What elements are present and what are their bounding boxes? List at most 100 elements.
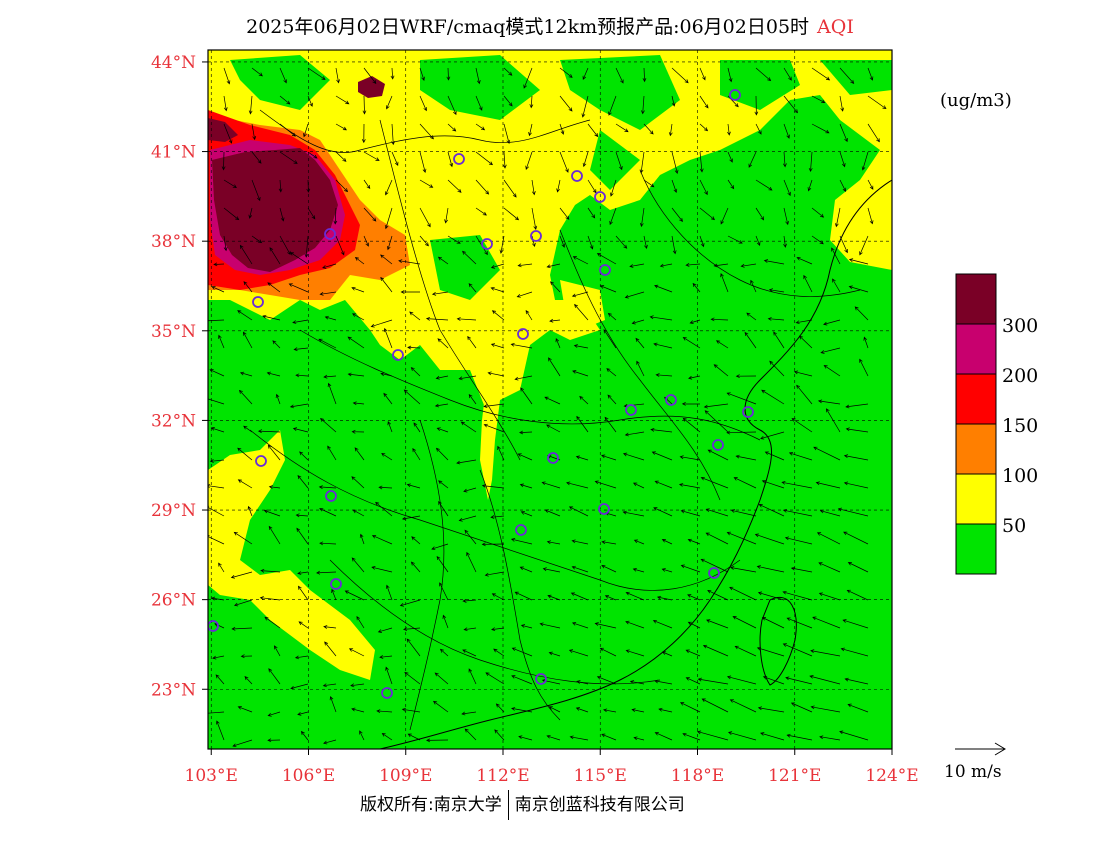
wind-arrow — [839, 235, 848, 254]
wind-arrow — [643, 123, 654, 135]
wind-arrow — [840, 647, 869, 657]
wind-arrow — [818, 562, 841, 573]
wind-arrow — [671, 207, 683, 223]
wind-arrow — [755, 123, 762, 135]
wind-arrow — [386, 235, 393, 251]
wind-arrow — [555, 337, 561, 349]
wind-arrow — [363, 179, 371, 190]
wind-arrow — [546, 540, 561, 545]
wind-arrow — [462, 649, 477, 657]
wind-arrow — [221, 151, 226, 171]
wind-arrow — [307, 95, 313, 107]
wind-arrow — [208, 505, 225, 517]
wind-arrow — [410, 367, 421, 377]
wind-arrow — [436, 427, 449, 433]
wind-arrow — [782, 643, 813, 657]
wind-arrow — [653, 342, 673, 349]
wind-arrow — [658, 707, 673, 713]
wind-arrow — [575, 455, 589, 461]
wind-arrow — [687, 621, 701, 629]
wind-arrow — [845, 403, 869, 409]
wind-arrow — [754, 533, 785, 545]
wind-arrow — [651, 451, 673, 461]
wind-arrow — [248, 207, 253, 219]
wind-arrow — [210, 427, 225, 433]
wind-arrow — [793, 370, 813, 377]
wind-arrow — [601, 454, 617, 461]
wind-arrow — [319, 541, 337, 546]
wind-arrow — [437, 256, 449, 265]
wind-arrow — [230, 571, 253, 579]
wind-arrow — [582, 67, 589, 81]
wind-arrow — [681, 401, 701, 406]
lon-label: 103°E — [185, 766, 238, 786]
wind-arrow — [720, 207, 729, 225]
wind-arrow — [279, 95, 291, 105]
wind-arrow — [636, 360, 645, 377]
wind-arrow — [279, 151, 298, 164]
wind-arrow — [531, 207, 538, 230]
wind-arrow — [707, 589, 729, 601]
wind-arrow — [571, 565, 589, 573]
station-marker — [252, 296, 264, 308]
wind-arrow — [629, 680, 645, 685]
wind-arrow — [503, 95, 513, 107]
wind-arrow — [378, 485, 393, 490]
lon-label: 121°E — [768, 766, 821, 786]
wind-arrow — [237, 310, 253, 321]
wind-arrow — [520, 387, 533, 405]
wind-arrow — [298, 621, 309, 629]
wind-arrow — [356, 616, 365, 629]
wind-arrow — [260, 568, 281, 573]
wind-arrow — [631, 319, 645, 325]
wind-arrow — [468, 393, 477, 405]
wind-arrow — [456, 459, 477, 465]
wind-arrow — [643, 235, 648, 250]
wind-arrow — [811, 123, 830, 134]
wind-arrow — [239, 371, 253, 377]
station-marker — [255, 455, 267, 467]
wind-arrow — [275, 393, 281, 405]
wind-arrow — [262, 314, 281, 321]
moderate-regions — [208, 50, 892, 680]
wind-arrow — [615, 67, 624, 84]
wind-arrow — [212, 655, 225, 660]
wind-arrow — [467, 335, 477, 349]
wind-arrow — [680, 564, 701, 573]
wind-arrow — [292, 427, 309, 433]
wind-arrow — [633, 736, 645, 741]
wind-arrow — [808, 151, 813, 173]
wind-arrow — [625, 591, 645, 601]
wind-arrow — [603, 329, 617, 349]
wind-arrow — [713, 263, 729, 268]
wind-arrow — [319, 507, 337, 517]
wind-arrow — [371, 566, 393, 573]
wind-arrow — [320, 417, 337, 433]
wind-arrow — [435, 447, 449, 461]
wind-arrow — [307, 67, 326, 80]
wind-arrow — [846, 589, 869, 601]
wind-arrow — [344, 590, 365, 601]
wind-arrow — [781, 480, 813, 489]
station-marker — [742, 406, 754, 418]
wind-arrow — [316, 570, 337, 575]
latitude-labels: 44°N 41°N 38°N 35°N 32°N 29°N 26°N 23°N — [151, 53, 196, 700]
wind-arrow — [704, 410, 729, 433]
wind-arrow — [264, 616, 281, 629]
wind-arrow — [406, 483, 421, 489]
wind-arrow — [379, 655, 393, 659]
wind-arrow — [790, 566, 813, 573]
legend-swatch — [955, 423, 997, 475]
wind-arrow — [803, 274, 813, 293]
wind-arrow — [596, 253, 617, 265]
wind-arrow — [419, 151, 427, 173]
taiwan-outline — [759, 597, 797, 686]
wind-arrow — [456, 317, 477, 321]
wind-arrow — [304, 235, 309, 258]
wind-arrow — [431, 543, 449, 551]
wind-arrow — [335, 179, 349, 193]
wind-arrow — [323, 374, 337, 379]
wind-arrow — [385, 666, 393, 685]
wind-arrow — [546, 263, 561, 269]
